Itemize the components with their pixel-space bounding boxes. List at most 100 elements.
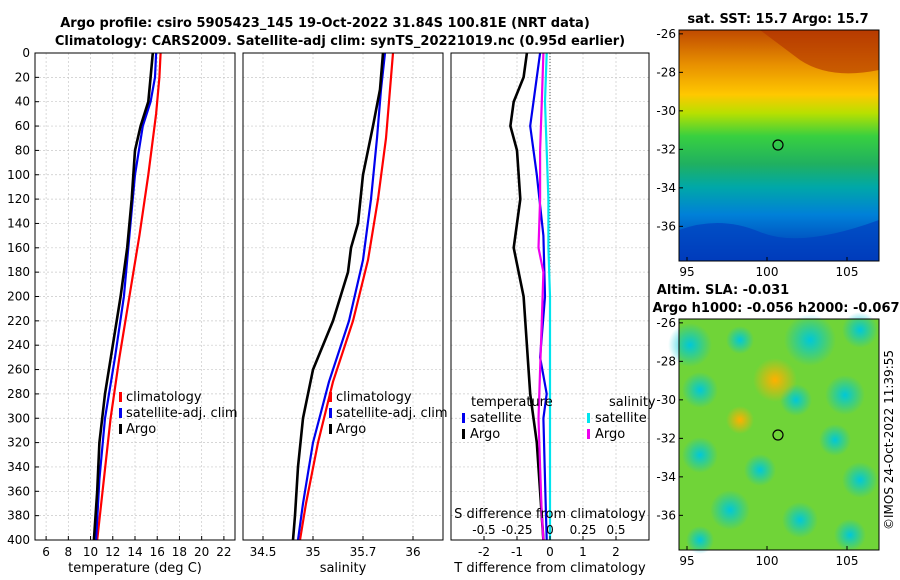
sla-map-ticks: 95 100 105 -26 -28 -30 -32 -34 -36 [656, 316, 858, 568]
sla-map-frame [678, 318, 880, 551]
sla-eddy [834, 519, 866, 551]
legend-swatch [119, 408, 122, 418]
sst-map-title: sat. SST: 15.7 Argo: 15.7 [687, 12, 868, 27]
sla-eddy [744, 454, 776, 486]
y-tick-label: 180 [7, 265, 30, 279]
map-x-tick-label: 100 [756, 265, 779, 279]
y-tick-label: 140 [7, 216, 30, 230]
legend-swatch [462, 413, 465, 423]
y-tick-label: 240 [7, 338, 30, 352]
temperature-panel: 0 20 40 60 80 100 120 140 160 180 200 220 240 260 280 3… [7, 46, 238, 576]
legend-swatch [462, 429, 465, 439]
y-tick-label: 80 [15, 143, 30, 157]
x-tick-label: 20 [194, 545, 209, 559]
y-tick-label: 200 [7, 290, 30, 304]
map-x-tick-label: 100 [756, 554, 779, 568]
legend-label: satellite [595, 411, 647, 426]
x-tick-label: 10 [83, 545, 98, 559]
y-tick-label: 160 [7, 241, 30, 255]
map-y-tick-label: -26 [656, 316, 676, 330]
x-tick-label: 35 [305, 545, 320, 559]
sla-eddy [782, 502, 818, 538]
axes-frame [242, 52, 444, 541]
map-y-tick-label: -36 [656, 219, 676, 233]
x-tick-label: 2 [612, 545, 620, 559]
map-y-tick-label: -36 [656, 508, 676, 522]
difference-panel: -2 -1 0 1 2 T difference from climatology temp… [450, 52, 656, 576]
series-line-climatology [96, 52, 162, 541]
x-tick-label: 36 [405, 545, 420, 559]
sla-eddies [668, 312, 878, 554]
top-tick-label: -0.25 [501, 523, 532, 537]
x-tick-label: 18 [172, 545, 187, 559]
map-y-tick-label: -32 [656, 431, 676, 445]
sla-argo-marker [772, 429, 784, 441]
top-tick-label: 0 [546, 523, 554, 537]
x-tick-label: 35.7 [350, 545, 377, 559]
x-tick-label: 1 [579, 545, 587, 559]
y-tick-label: 220 [7, 314, 30, 328]
x-tick-label: -2 [478, 545, 490, 559]
sla-eddy [686, 526, 714, 554]
legend-label: climatology [336, 390, 412, 405]
legend-title-salinity: salinity [609, 395, 656, 410]
y-tick-label: 280 [7, 387, 30, 401]
sla-eddy [842, 312, 878, 348]
sst-map-ticks: 95 100 105 -26 -28 -30 -32 -34 -36 [656, 27, 858, 279]
series-line-satellite-adj-clim [296, 52, 387, 541]
map-y-tick-label: -30 [656, 104, 676, 118]
main-title-line2: Climatology: CARS2009. Satellite-adj cli… [55, 34, 625, 49]
sla-map-title-line2: Argo h1000: -0.056 h2000: -0.067 [652, 301, 899, 316]
x-axis-label: salinity [320, 561, 367, 576]
x-tick-label: 0 [546, 545, 554, 559]
legend-label: Argo [595, 427, 625, 442]
x-tick-label: 12 [105, 545, 120, 559]
x-tick-label: 34.5 [250, 545, 277, 559]
legend-title-temperature: temperature [471, 395, 553, 410]
legend-label: Argo [470, 427, 500, 442]
legend-swatch [329, 392, 332, 402]
y-tick-label: 380 [7, 509, 30, 523]
sla-eddy [819, 424, 851, 456]
map-y-tick-label: -26 [656, 27, 676, 41]
salinity-panel: 34.5 35 35.7 36 salinity climatologysatellite… [242, 52, 448, 576]
sla-eddy [842, 462, 878, 498]
series-line-t-argo [509, 52, 545, 541]
sst-map: 95 100 105 -26 -28 -30 -32 -34 -36 [656, 27, 880, 279]
legend-label: satellite-adj. clim [126, 406, 238, 421]
y-tick-label: 40 [15, 95, 30, 109]
y-tick-label: 0 [22, 46, 30, 60]
legend-label: Argo [126, 422, 156, 437]
x-tick-label: -1 [511, 545, 523, 559]
y-tick-label: 360 [7, 484, 30, 498]
map-x-tick-label: 105 [836, 265, 859, 279]
map-y-tick-label: -32 [656, 142, 676, 156]
series-line-s-satellite [543, 52, 552, 540]
series-line-climatology [298, 52, 395, 541]
y-tick-label: 120 [7, 192, 30, 206]
legend-label: Argo [336, 422, 366, 437]
y-tick-label: 60 [15, 119, 30, 133]
top-tick-label: 0.5 [606, 523, 625, 537]
map-x-tick-label: 95 [679, 265, 694, 279]
sla-eddy [825, 375, 865, 415]
legend-swatch [329, 408, 332, 418]
sst-warm-patch [760, 30, 879, 74]
y-tick-label: 100 [7, 168, 30, 182]
sla-map: 95 100 105 -26 -28 -30 -32 -34 -36 [656, 312, 880, 568]
top-axis-label: S difference from climatology [454, 507, 646, 522]
top-tick-label: -0.5 [472, 523, 495, 537]
legend-swatch [329, 424, 332, 434]
sla-eddy [682, 437, 718, 473]
sst-map-frame [678, 29, 880, 262]
footer-timestamp: ©IMOS 24-Oct-2022 11:39:55 [882, 350, 896, 530]
series-line-t-satellite [529, 52, 548, 541]
legend-swatch [587, 413, 590, 423]
map-y-tick-label: -30 [656, 393, 676, 407]
main-title-line1: Argo profile: csiro 5905423_145 19-Oct-2… [60, 16, 590, 31]
x-tick-label: 8 [65, 545, 73, 559]
map-y-tick-label: -28 [656, 354, 676, 368]
map-x-tick-label: 105 [836, 554, 859, 568]
y-tick-label: 320 [7, 436, 30, 450]
